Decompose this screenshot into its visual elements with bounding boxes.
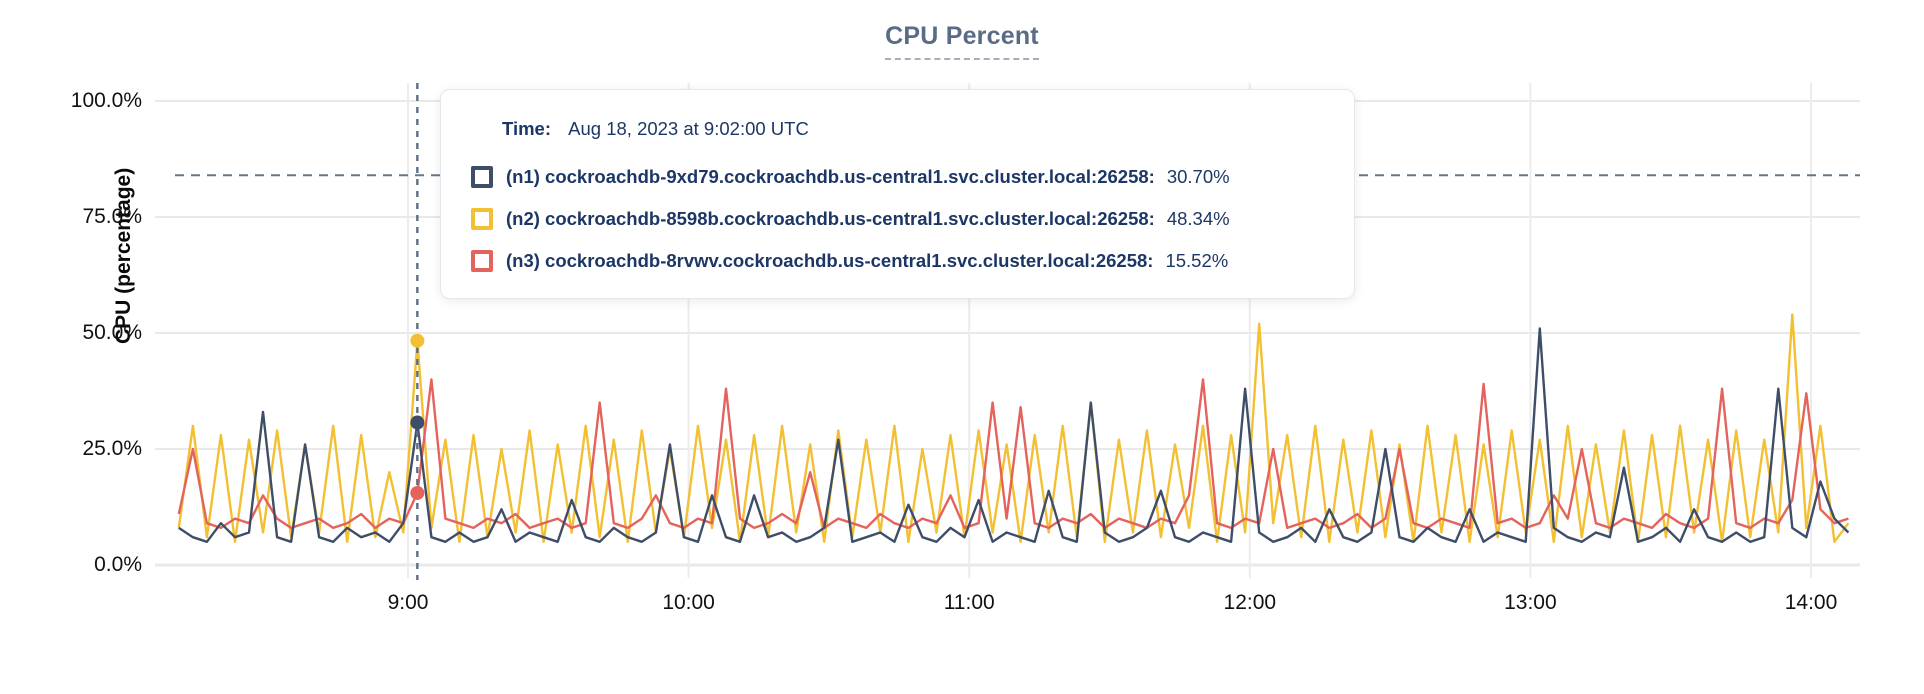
n3-legend-square-icon xyxy=(471,250,493,272)
hover-dot-n3 xyxy=(410,485,425,500)
tooltip-series-label: (n2) cockroachdb-8598b.cockroachdb.us-ce… xyxy=(506,208,1155,229)
tooltip-series-row: (n2) cockroachdb-8598b.cockroachdb.us-ce… xyxy=(471,208,1324,230)
y-tick-label: 100.0% xyxy=(70,89,142,112)
tooltip-series-label: (n3) cockroachdb-8rvwv.cockroachdb.us-ce… xyxy=(506,250,1154,271)
hover-dot-n1 xyxy=(410,415,425,430)
x-axis-ticks: 9:00 10:00 11:00 12:00 13:00 14:00 xyxy=(0,591,1924,621)
tooltip-series-rows: (n1) cockroachdb-9xd79.cockroachdb.us-ce… xyxy=(471,166,1324,272)
x-tick-label: 9:00 xyxy=(387,591,429,614)
y-tick-label: 75.0% xyxy=(82,205,142,228)
x-tick-label: 14:00 xyxy=(1784,591,1838,614)
tooltip-series-value: 30.70% xyxy=(1166,166,1230,187)
tooltip-time-label: Time: xyxy=(502,118,552,139)
chart-tooltip: Time: Aug 18, 2023 at 9:02:00 UTC (n1) c… xyxy=(440,89,1355,299)
series-line-n3[interactable] xyxy=(177,378,1849,530)
y-tick-label: 50.0% xyxy=(82,321,142,344)
series-line-n1[interactable] xyxy=(178,327,1850,543)
n1-legend-square-icon xyxy=(471,166,493,188)
x-tick-label: 11:00 xyxy=(943,591,995,614)
n2-legend-square-icon xyxy=(471,208,493,230)
x-tick-label: 10:00 xyxy=(662,591,715,614)
x-tick-label: 13:00 xyxy=(1504,591,1557,614)
tooltip-time-row: Time: Aug 18, 2023 at 9:02:00 UTC xyxy=(502,118,1324,140)
tooltip-series-value: 15.52% xyxy=(1165,250,1229,271)
chart-title: CPU Percent xyxy=(0,22,1924,60)
series-line-n2[interactable] xyxy=(177,313,1850,543)
hover-dot-n2 xyxy=(410,333,425,348)
y-tick-label: 25.0% xyxy=(82,437,142,460)
tooltip-time-value: Aug 18, 2023 at 9:02:00 UTC xyxy=(568,118,809,139)
y-tick-label: 0.0% xyxy=(94,553,142,576)
tooltip-series-value: 48.34% xyxy=(1166,208,1230,229)
tooltip-series-row: (n3) cockroachdb-8rvwv.cockroachdb.us-ce… xyxy=(471,250,1324,272)
tooltip-series-row: (n1) cockroachdb-9xd79.cockroachdb.us-ce… xyxy=(471,166,1324,188)
tooltip-series-label: (n1) cockroachdb-9xd79.cockroachdb.us-ce… xyxy=(506,166,1155,187)
x-tick-label: 12:00 xyxy=(1223,591,1277,614)
chart-title-text[interactable]: CPU Percent xyxy=(885,22,1039,60)
